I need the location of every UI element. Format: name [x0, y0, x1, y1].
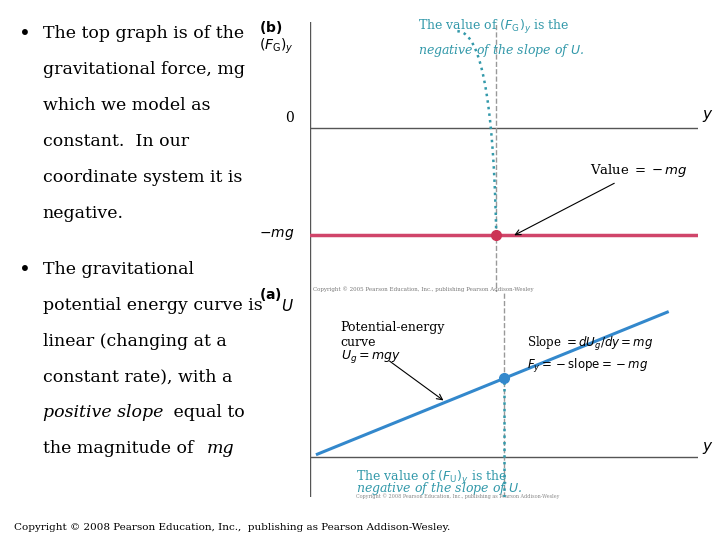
Text: $U$: $U$	[282, 298, 294, 314]
Text: $U_g = mgy$: $U_g = mgy$	[341, 348, 401, 365]
Text: Copyright © 2005 Pearson Education, Inc., publishing Pearson Addison-Wesley: Copyright © 2005 Pearson Education, Inc.…	[313, 286, 534, 292]
Text: gravitational force, mg: gravitational force, mg	[42, 62, 245, 78]
Text: curve: curve	[341, 336, 377, 349]
Text: coordinate system it is: coordinate system it is	[42, 169, 242, 186]
Text: equal to: equal to	[168, 404, 245, 421]
Text: which we model as: which we model as	[42, 97, 210, 114]
Text: •: •	[19, 25, 31, 44]
Text: mg: mg	[207, 441, 234, 457]
Text: Copyright © 2008 Pearson Education, Inc.,  publishing as Pearson Addison-Wesley.: Copyright © 2008 Pearson Education, Inc.…	[14, 523, 451, 532]
Text: positive slope: positive slope	[42, 404, 163, 421]
Text: linear (changing at a: linear (changing at a	[42, 333, 226, 349]
Text: The value of $(F_{\rm U})_y$ is the: The value of $(F_{\rm U})_y$ is the	[356, 469, 508, 487]
Text: potential energy curve is: potential energy curve is	[42, 296, 262, 314]
Text: The gravitational: The gravitational	[42, 261, 194, 278]
Text: $\mathbf{(a)}$: $\mathbf{(a)}$	[259, 286, 282, 303]
Text: The value of $(F_{\rm G})_y$ is the: The value of $(F_{\rm G})_y$ is the	[418, 18, 570, 36]
Text: Potential-energy: Potential-energy	[341, 321, 445, 334]
Text: Value $= -mg$: Value $= -mg$	[516, 162, 688, 235]
Text: negative of the slope of $U$.: negative of the slope of $U$.	[356, 481, 523, 497]
Text: Slope $= dU_g/dy = mg$: Slope $= dU_g/dy = mg$	[527, 335, 654, 353]
Text: •: •	[19, 261, 31, 280]
Text: $y$: $y$	[702, 108, 714, 124]
Text: Copyright © 2008 Pearson Education, Inc., publishing as Pearson Addison-Wesley: Copyright © 2008 Pearson Education, Inc.…	[356, 493, 559, 499]
Text: negative.: negative.	[42, 205, 124, 222]
Text: $y$: $y$	[702, 440, 714, 456]
Text: $F_y = -{\rm slope} = -mg$: $F_y = -{\rm slope} = -mg$	[527, 357, 649, 375]
Text: negative of the slope of $U$.: negative of the slope of $U$.	[418, 42, 585, 59]
Text: $(F_{\rm G})_y$: $(F_{\rm G})_y$	[259, 37, 294, 56]
Text: the magnitude of: the magnitude of	[42, 441, 199, 457]
Text: constant rate), with a: constant rate), with a	[42, 368, 232, 386]
Text: .: .	[227, 441, 232, 457]
Text: 0: 0	[285, 111, 294, 125]
Text: $\mathbf{(b)}$: $\mathbf{(b)}$	[259, 19, 282, 36]
Text: $-mg$: $-mg$	[258, 227, 294, 242]
Text: The top graph is of the: The top graph is of the	[42, 25, 244, 42]
Text: constant.  In our: constant. In our	[42, 133, 189, 150]
